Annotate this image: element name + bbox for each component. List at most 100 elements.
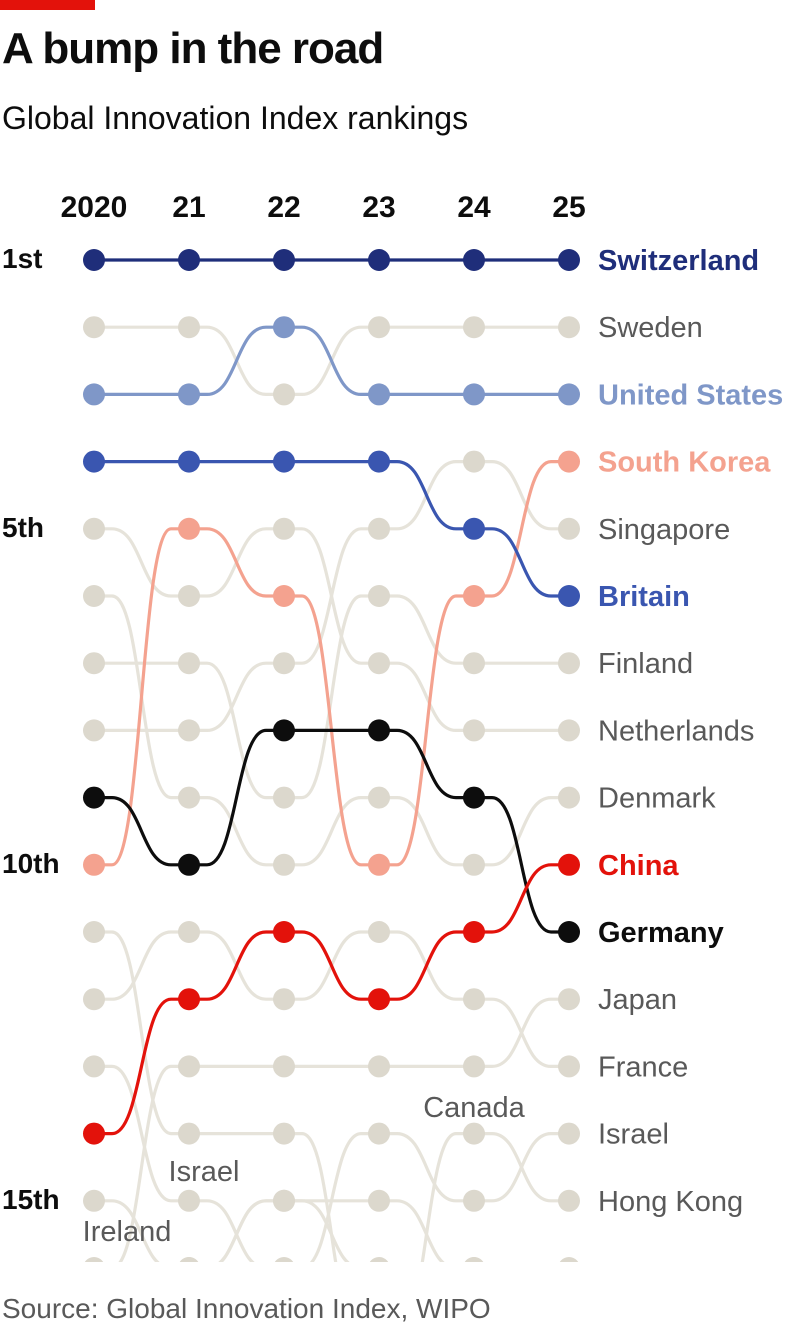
highlight-dots: [83, 249, 580, 1145]
dot-sweden-2020: [83, 316, 105, 339]
dot-switzerland-2022: [273, 249, 295, 271]
dot-hong-kong-2024: [463, 1122, 485, 1145]
dot-south-korea-2022: [273, 585, 295, 607]
line-japan: [118, 997, 569, 1262]
dot-israel-2022: [274, 1257, 294, 1262]
dot-france-2021: [178, 921, 200, 943]
dot-israel-2023: [368, 1122, 390, 1145]
label-hong-kong: Hong Kong: [598, 1186, 743, 1218]
dot-germany-2024: [463, 786, 485, 809]
label-denmark: Denmark: [598, 783, 716, 815]
background-dots: [83, 316, 580, 1262]
label-germany: Germany: [598, 917, 724, 949]
label-netherlands: Netherlands: [598, 715, 754, 747]
dot-ireland-2020: [83, 1189, 105, 1212]
dot-germany-2025: [558, 921, 580, 943]
dot-germany-2020: [83, 786, 105, 809]
dot-france-2024: [463, 988, 485, 1011]
dot-china-2022: [273, 921, 295, 943]
dot-japan-2023: [368, 1055, 390, 1078]
dot-france-2023: [368, 921, 390, 943]
dot-switzerland-2023: [368, 249, 390, 271]
dot-finland-2020: [83, 652, 105, 675]
dot-hong-kong-2021: [178, 1122, 200, 1145]
dot-britain-2021: [178, 450, 200, 473]
inline-label-israel: Israel: [169, 1156, 240, 1188]
dot-united-states-2020: [83, 383, 105, 406]
dot-france-2025: [558, 1055, 580, 1078]
dot-switzerland-2020: [83, 249, 105, 271]
dot-united-states-2021: [178, 383, 200, 406]
dot-south-korea-2020: [83, 853, 105, 876]
dot-united-states-2024: [463, 383, 485, 406]
dot-switzerland-2021: [178, 249, 200, 271]
dot-finland-2022: [273, 786, 295, 809]
y-tick-15th: 15th: [2, 1184, 60, 1215]
line-denmark: [94, 594, 569, 867]
label-south-korea: South Korea: [598, 447, 771, 479]
dot-britain-2023: [368, 450, 390, 473]
dot-france-2022: [273, 988, 295, 1011]
label-sweden: Sweden: [598, 312, 703, 344]
dot-israel-2025: [558, 1122, 580, 1145]
line-united-states: [94, 325, 569, 396]
dot-japan-2022: [273, 1055, 295, 1078]
source-note: Source: Global Innovation Index, WIPO: [2, 1293, 491, 1324]
accent-bar: [0, 0, 95, 10]
dot-singapore-2020: [83, 719, 105, 742]
dot-china-2025: [558, 853, 580, 876]
dot-finland-2024: [463, 652, 485, 675]
chart-title: A bump in the road: [2, 24, 384, 73]
label-britain: Britain: [598, 581, 690, 613]
dot-japan-2025: [558, 988, 580, 1011]
dot-china-2021: [178, 988, 200, 1011]
dot-israel-2021: [178, 1189, 200, 1212]
dot-canada-2022: [273, 1189, 295, 1212]
bump-chart: 2020 21 22 23 24 25 1st 5th 10th 15th Sweden Sing…: [2, 191, 783, 1262]
dot-denmark-2023: [368, 786, 390, 809]
line-hong-kong: [94, 930, 569, 1262]
dot-germany-2022: [273, 719, 295, 742]
x-tick-2025: 25: [552, 191, 585, 224]
dot-singapore-2023: [368, 517, 390, 540]
dot-singapore-2025: [558, 517, 580, 540]
dot-hong-kong-2022: [273, 1122, 295, 1145]
y-tick-10th: 10th: [2, 848, 60, 879]
dot-china-2023: [368, 988, 390, 1011]
dot-sweden-2022: [273, 383, 295, 406]
country-labels: Sweden Singapore Finland Netherlands Denmark…: [598, 245, 783, 1218]
y-tick-1st: 1st: [2, 243, 42, 274]
dot-japan-2024: [463, 1055, 485, 1078]
dot-south-korea-2024: [463, 585, 485, 607]
dot-netherlands-2023: [368, 652, 390, 675]
dot-netherlands-2020: [83, 517, 105, 540]
dot-sweden-2021: [178, 316, 200, 339]
line-germany: [94, 728, 569, 934]
line-singapore: [94, 460, 569, 732]
inline-label-ireland: Ireland: [83, 1216, 172, 1248]
dot-switzerland-2025: [558, 249, 580, 271]
y-axis-rank-labels: 1st 5th 10th 15th: [2, 243, 60, 1215]
label-japan: Japan: [598, 984, 677, 1016]
dot-netherlands-2021: [178, 585, 200, 607]
dot-netherlands-2024: [463, 719, 485, 742]
dot-netherlands-2025: [558, 719, 580, 742]
x-tick-2021: 21: [172, 191, 205, 224]
line-china: [94, 863, 569, 1136]
dot-netherlands-2022: [273, 517, 295, 540]
inline-label-canada: Canada: [423, 1092, 525, 1124]
dot-denmark-2021: [178, 786, 200, 809]
dot-germany-2023: [368, 719, 390, 742]
x-tick-2020: 2020: [61, 191, 128, 224]
dot-denmark-2020: [83, 585, 105, 607]
label-united-states: United States: [598, 379, 783, 411]
dot-china-2020: [83, 1122, 105, 1145]
line-britain: [94, 460, 569, 598]
x-tick-2024: 24: [457, 191, 491, 224]
label-israel: Israel: [598, 1119, 669, 1151]
dot-britain-2020: [83, 450, 105, 473]
dot-sweden-2024: [463, 316, 485, 339]
highlight-lines: [94, 258, 569, 1136]
dot-france-2020: [83, 988, 105, 1011]
dot-singapore-2021: [178, 719, 200, 742]
